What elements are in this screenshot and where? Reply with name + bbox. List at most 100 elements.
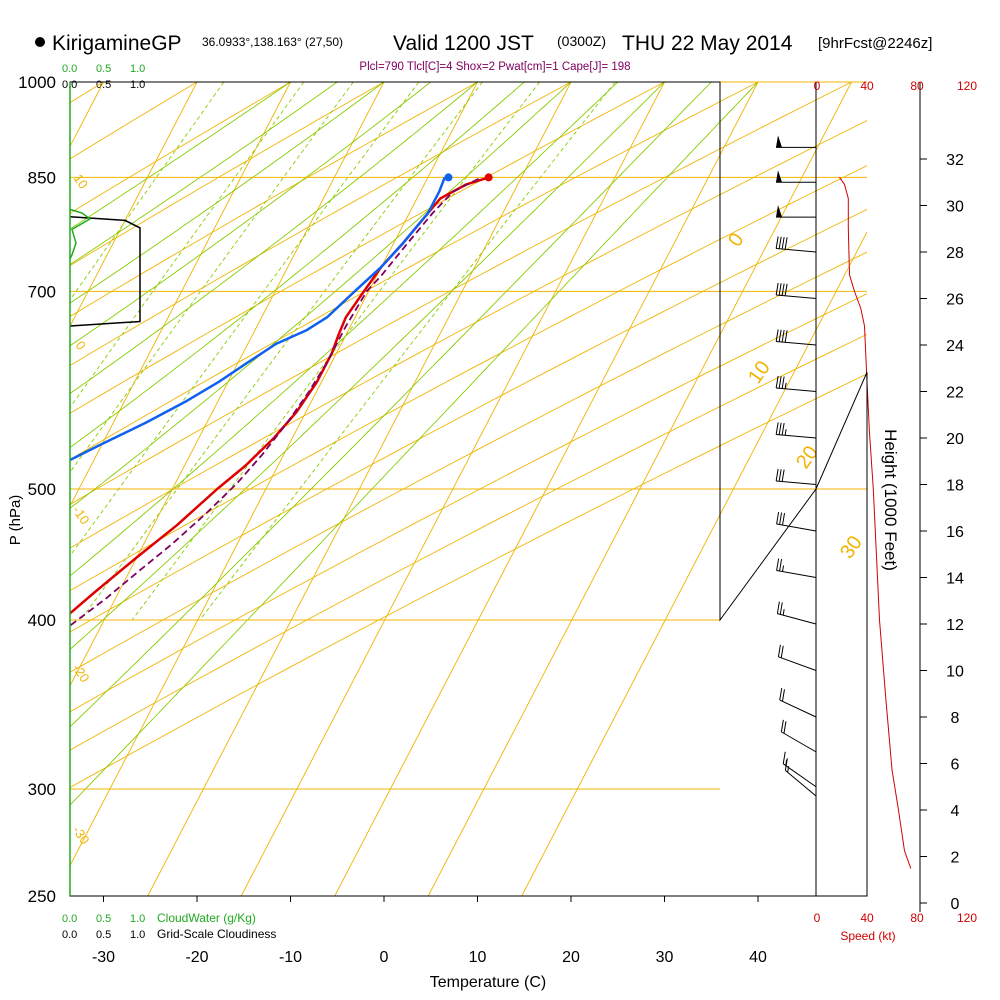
speed-tick-label-top: 80 (910, 79, 924, 93)
cloudwater-top-1: 0.5 (96, 63, 111, 75)
wind-barb-full (778, 469, 782, 482)
dry-adiabat-line (70, 82, 666, 414)
wind-barb-staff (776, 248, 817, 253)
isotherm-label: 20 (792, 442, 823, 473)
wind-barb-half (784, 429, 787, 436)
moist-adiabat-line (70, 82, 291, 230)
wind-barb-full (775, 282, 779, 296)
dry-adiabat-label: 0 (73, 338, 89, 353)
dry-adiabat-label: -10 (70, 503, 93, 527)
wind-barb-staff (776, 341, 817, 346)
wind-barb-staff (776, 387, 817, 392)
wind-barb-staff (776, 434, 817, 439)
moist-adiabat-line (70, 82, 712, 728)
wind-barb-pennant (776, 135, 782, 148)
wind-barb-full (775, 468, 779, 482)
wind-barb (776, 601, 817, 625)
wind-barb-full (781, 376, 785, 389)
cloudiness-bottom-1: 0.5 (96, 929, 111, 941)
axes: -30 -20 -10 0 10 20 30 400246810121416182022242… (69, 79, 977, 966)
cloudwater-top-0: 0.0 (62, 63, 77, 75)
cloudwater-bottom-1: 0.5 (96, 913, 111, 925)
wind-barb-full (780, 645, 784, 658)
pressure-tick-label: 300 (28, 780, 56, 799)
height-tick-label: 2 (951, 850, 960, 867)
mixing-ratio-label: 20 (617, 895, 637, 915)
height-tick-label: 30 (946, 199, 964, 216)
wind-barb-full (781, 422, 785, 436)
moist-adiabat-line (70, 82, 665, 650)
wind-barb (775, 375, 817, 392)
wind-barb-full (778, 283, 782, 296)
wind-barb-full (781, 329, 785, 343)
wind-barb (775, 236, 817, 253)
parcel-line (70, 177, 480, 627)
wind-barb-full (775, 422, 779, 435)
height-tick-label: 20 (946, 431, 964, 448)
indices-line: Plcl=790 Tlcl[C]=4 Shox=2 Pwat[cm]=1 Cap… (359, 61, 630, 73)
mixing-ratio-line (199, 82, 616, 621)
cloudwater-bottom-2: 1.0 (130, 913, 145, 925)
y-axis-title: P (hPa) (7, 495, 24, 546)
pressure-tick-label: 700 (28, 282, 56, 301)
wind-barb-staff (776, 523, 817, 532)
wind-barb-half (784, 382, 787, 389)
station-name: KirigamineGP (52, 32, 182, 55)
wind-barb-half (782, 565, 785, 572)
wind-barb-full (779, 602, 783, 615)
wind-barb-full (781, 236, 785, 250)
wind-barb (776, 170, 816, 183)
wind-barb-full (779, 558, 783, 572)
x-tick-label: -30 (92, 949, 115, 966)
height-tick-label: 18 (946, 478, 964, 495)
mixing-ratio-label: 3 (355, 902, 372, 916)
wind-barb-staff (777, 613, 817, 625)
height-tick-label: 14 (946, 571, 964, 588)
wind-barb-full (776, 558, 780, 571)
moist-adiabat-line (70, 82, 478, 395)
speed-axis-title: Speed (kt) (840, 929, 895, 943)
speed-tick-label-bottom: 40 (860, 911, 874, 925)
cloudwater-label: CloudWater (g/Kg) (157, 911, 256, 925)
wind-barb-full (781, 469, 785, 482)
wind-barb-full (778, 236, 782, 249)
x-tick-label: -20 (185, 949, 208, 966)
height-tick-label: 8 (951, 710, 960, 727)
dry-adiabat-line (70, 251, 867, 673)
cloudiness-bottom-2: 1.0 (130, 929, 145, 941)
wind-barb-full (775, 329, 779, 342)
moist-adiabat-line (70, 82, 338, 266)
dry-adiabat-line (70, 82, 479, 317)
wind-barb (775, 329, 817, 346)
cloudiness-bottom-0: 0.0 (62, 929, 77, 941)
cloudiness-line (69, 215, 141, 327)
wind-barb (775, 282, 817, 299)
moist-adiabat-line (70, 82, 525, 449)
height-tick-label: 12 (946, 617, 964, 634)
height-tick-label: 24 (946, 338, 964, 355)
wind-barb-staff (781, 731, 817, 753)
dry-adiabat-line (70, 82, 198, 160)
wind-barb-full (780, 719, 784, 732)
wind-barb-pennant (776, 205, 782, 218)
wind-barb-staff (778, 656, 817, 671)
temperature-surface-dot (484, 173, 493, 182)
wind-barb-full (777, 644, 781, 657)
wind-barb (776, 511, 817, 532)
height-axis-title: Height (1000 Feet) (881, 429, 900, 571)
wind-barb (776, 135, 816, 148)
wind-barb-full (778, 376, 782, 389)
wind-barb-full (782, 751, 786, 764)
dry-adiabat-label: -20 (70, 661, 93, 685)
cloud-panel (69, 208, 141, 327)
station-bullet-icon (35, 37, 45, 47)
cloud-water-line (69, 208, 92, 260)
wind-barb (775, 422, 817, 439)
wind-barb (784, 758, 817, 797)
wind-barb-staff (776, 480, 817, 485)
wind-barb-pennant (776, 170, 782, 183)
wind-barb-full (779, 688, 783, 701)
mixing-ratio-label: 8 (482, 902, 499, 916)
cloudiness-label: Grid-Scale Cloudiness (157, 927, 276, 941)
